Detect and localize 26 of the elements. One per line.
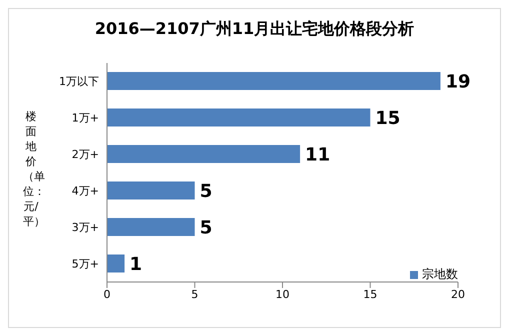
- bar: [107, 218, 195, 236]
- x-tick-label: 0: [104, 288, 110, 301]
- y-tick-label: 3万+: [72, 221, 99, 234]
- chart-title: 2016—2107广州11月出让宅地价格段分析: [94, 19, 416, 40]
- y-tick-label: 4万+: [72, 184, 99, 198]
- bar: [107, 182, 195, 200]
- data-label: 5: [200, 217, 212, 238]
- y-axis-title: 楼面地价（单位：元/平）: [23, 109, 45, 229]
- data-label: 5: [200, 180, 212, 202]
- x-tick-label: 10: [276, 288, 290, 301]
- data-label: 19: [445, 71, 471, 92]
- y-tick-label: 2万+: [72, 148, 99, 162]
- data-label: 11: [305, 144, 330, 166]
- bar: [107, 145, 300, 163]
- y-tick-label: 1万以下: [59, 75, 99, 88]
- x-tick-label: 20: [451, 288, 465, 301]
- data-label: 1: [130, 254, 142, 275]
- x-tick-label: 5: [191, 288, 198, 301]
- legend-label: 宗地数: [422, 267, 458, 281]
- x-tick-label: 15: [363, 288, 378, 301]
- data-label: 15: [375, 108, 400, 129]
- bar: [107, 72, 440, 90]
- y-tick-label: 5万+: [72, 258, 99, 271]
- y-tick-label: 1万+: [72, 112, 99, 125]
- bar: [107, 108, 370, 126]
- bar: [107, 254, 125, 272]
